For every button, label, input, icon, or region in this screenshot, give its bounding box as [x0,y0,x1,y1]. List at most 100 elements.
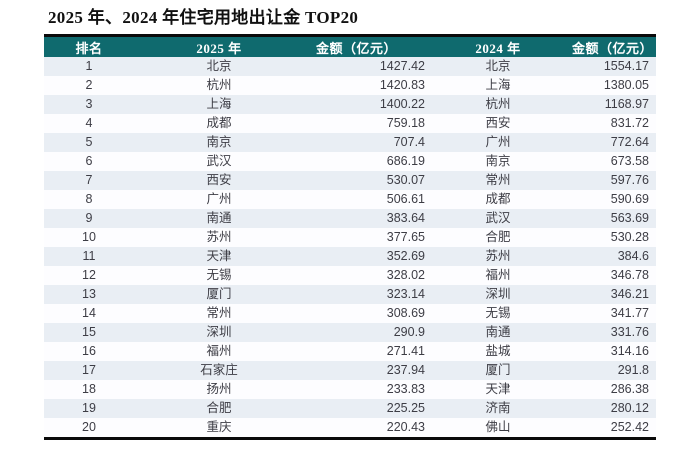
cell-city-2024: 杭州 [439,95,557,114]
cell-amount-2025: 530.07 [304,171,439,190]
cell-city-2025: 苏州 [134,228,304,247]
cell-amount-2024: 341.77 [557,304,656,323]
cell-amount-2025: 233.83 [304,380,439,399]
cell-amount-2024: 1380.05 [557,76,656,95]
table-row: 9 南通 383.64 武汉 563.69 [44,209,656,228]
table-row: 4 成都 759.18 西安 831.72 [44,114,656,133]
cell-rank: 3 [44,95,134,114]
cell-amount-2025: 308.69 [304,304,439,323]
table-row: 7 西安 530.07 常州 597.76 [44,171,656,190]
cell-rank: 20 [44,418,134,439]
header-amount-2024: 金额（亿元） [557,35,656,57]
table-header: 排名 2025 年 金额（亿元） 2024 年 金额（亿元） [44,35,656,57]
cell-amount-2025: 352.69 [304,247,439,266]
cell-city-2024: 苏州 [439,247,557,266]
cell-amount-2025: 1427.42 [304,57,439,76]
cell-city-2025: 成都 [134,114,304,133]
cell-amount-2024: 314.16 [557,342,656,361]
cell-rank: 2 [44,76,134,95]
cell-rank: 19 [44,399,134,418]
land-sales-table: 排名 2025 年 金额（亿元） 2024 年 金额（亿元） 1 北京 1427.4… [44,34,656,440]
cell-rank: 18 [44,380,134,399]
cell-city-2024: 天津 [439,380,557,399]
cell-city-2024: 成都 [439,190,557,209]
cell-amount-2024: 346.21 [557,285,656,304]
cell-city-2025: 无锡 [134,266,304,285]
cell-rank: 4 [44,114,134,133]
cell-amount-2025: 271.41 [304,342,439,361]
cell-city-2024: 深圳 [439,285,557,304]
header-city-2024: 2024 年 [439,35,557,57]
cell-city-2024: 无锡 [439,304,557,323]
table-row: 11 天津 352.69 苏州 384.6 [44,247,656,266]
cell-amount-2025: 237.94 [304,361,439,380]
cell-city-2024: 盐城 [439,342,557,361]
cell-amount-2025: 323.14 [304,285,439,304]
cell-city-2025: 常州 [134,304,304,323]
cell-city-2025: 武汉 [134,152,304,171]
cell-amount-2025: 383.64 [304,209,439,228]
table-row: 5 南京 707.4 广州 772.64 [44,133,656,152]
cell-rank: 7 [44,171,134,190]
cell-amount-2024: 384.6 [557,247,656,266]
cell-amount-2025: 1420.83 [304,76,439,95]
cell-city-2025: 上海 [134,95,304,114]
cell-rank: 10 [44,228,134,247]
table-body: 1 北京 1427.42 北京 1554.17 2 杭州 1420.83 上海 1380.05 3 上… [44,57,656,439]
cell-rank: 9 [44,209,134,228]
cell-amount-2024: 597.76 [557,171,656,190]
table-row: 18 扬州 233.83 天津 286.38 [44,380,656,399]
table-row: 16 福州 271.41 盐城 314.16 [44,342,656,361]
table-row: 20 重庆 220.43 佛山 252.42 [44,418,656,439]
cell-amount-2024: 673.58 [557,152,656,171]
cell-city-2025: 南通 [134,209,304,228]
cell-amount-2025: 377.65 [304,228,439,247]
cell-city-2025: 扬州 [134,380,304,399]
cell-city-2025: 南京 [134,133,304,152]
cell-city-2024: 南通 [439,323,557,342]
cell-amount-2025: 707.4 [304,133,439,152]
page-title: 2025 年、2024 年住宅用地出让金 TOP20 [48,8,359,27]
cell-rank: 14 [44,304,134,323]
cell-city-2024: 厦门 [439,361,557,380]
cell-city-2025: 福州 [134,342,304,361]
cell-amount-2024: 1554.17 [557,57,656,76]
cell-amount-2024: 1168.97 [557,95,656,114]
table-row: 1 北京 1427.42 北京 1554.17 [44,57,656,76]
table-row: 19 合肥 225.25 济南 280.12 [44,399,656,418]
table-row: 8 广州 506.61 成都 590.69 [44,190,656,209]
cell-amount-2024: 563.69 [557,209,656,228]
table-row: 12 无锡 328.02 福州 346.78 [44,266,656,285]
table-row: 2 杭州 1420.83 上海 1380.05 [44,76,656,95]
cell-rank: 1 [44,57,134,76]
table-row: 3 上海 1400.22 杭州 1168.97 [44,95,656,114]
cell-amount-2025: 759.18 [304,114,439,133]
cell-city-2024: 西安 [439,114,557,133]
cell-city-2025: 石家庄 [134,361,304,380]
cell-amount-2025: 1400.22 [304,95,439,114]
cell-amount-2024: 331.76 [557,323,656,342]
cell-city-2024: 佛山 [439,418,557,439]
table-row: 6 武汉 686.19 南京 673.58 [44,152,656,171]
cell-rank: 6 [44,152,134,171]
cell-amount-2025: 220.43 [304,418,439,439]
table-row: 17 石家庄 237.94 厦门 291.8 [44,361,656,380]
cell-city-2024: 广州 [439,133,557,152]
table-row: 15 深圳 290.9 南通 331.76 [44,323,656,342]
cell-city-2024: 南京 [439,152,557,171]
cell-city-2024: 上海 [439,76,557,95]
cell-city-2025: 合肥 [134,399,304,418]
cell-city-2024: 合肥 [439,228,557,247]
cell-amount-2024: 286.38 [557,380,656,399]
cell-amount-2025: 290.9 [304,323,439,342]
cell-rank: 12 [44,266,134,285]
cell-city-2024: 北京 [439,57,557,76]
cell-city-2025: 西安 [134,171,304,190]
cell-amount-2024: 530.28 [557,228,656,247]
cell-rank: 17 [44,361,134,380]
cell-city-2024: 济南 [439,399,557,418]
cell-rank: 5 [44,133,134,152]
cell-rank: 11 [44,247,134,266]
cell-rank: 16 [44,342,134,361]
